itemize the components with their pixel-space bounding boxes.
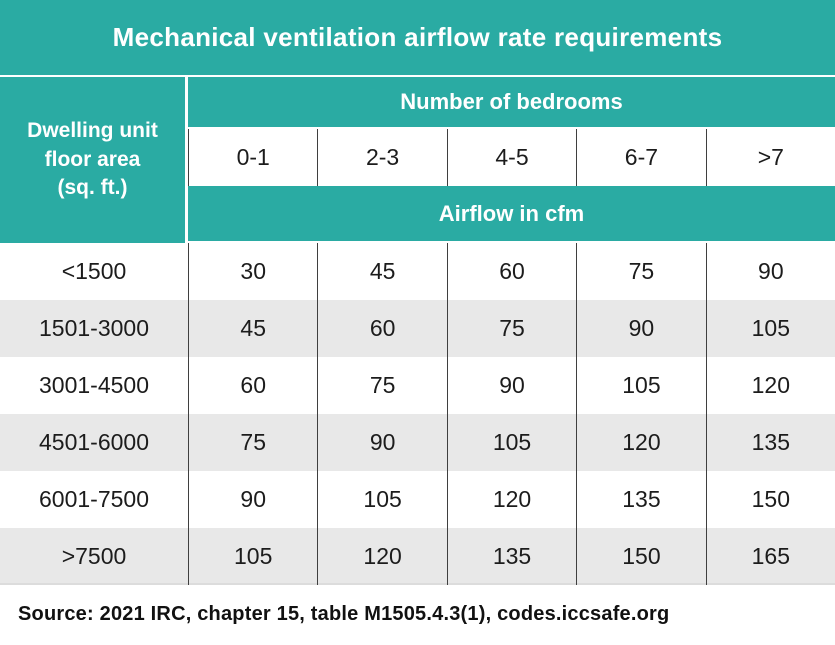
table-row: 6001-7500 90 105 120 135 150 [0,471,835,528]
source-note: Source: 2021 IRC, chapter 15, table M150… [18,602,670,625]
floor-area-label: <1500 [61,258,127,284]
row-group-header-line: floor area [44,147,141,171]
airflow-value-cell: 90 [576,300,705,357]
column-header-group: Number of bedrooms 0-1 2-3 4-5 6-7 >7 Airflo… [188,77,835,243]
airflow-value-cell: 105 [188,528,317,585]
airflow-value-cell: 135 [576,471,705,528]
airflow-value-cell: 120 [317,528,446,585]
airflow-value-cell: 45 [188,300,317,357]
table-row: 1501-3000 45 60 75 90 105 [0,300,835,357]
airflow-value-cell: 135 [446,528,576,585]
table-row: >7500 105 120 135 150 165 [0,528,835,585]
airflow-value-cell: 105 [446,414,576,471]
airflow-value-cell: 75 [317,357,446,414]
airflow-value-cell: 90 [446,357,576,414]
airflow-value-cell: 75 [576,243,705,300]
airflow-value-cell: 120 [576,414,705,471]
bedrooms-col-header: 2-3 [317,129,446,186]
airflow-value-cell: 60 [317,300,446,357]
airflow-value-cell: 165 [705,528,835,585]
airflow-value-cell: 60 [188,357,317,414]
floor-area-label: 6001-7500 [39,486,149,512]
airflow-value-cell: 75 [188,414,317,471]
airflow-value-cell: 105 [576,357,705,414]
bedrooms-columns-row: 0-1 2-3 4-5 6-7 >7 [188,129,835,186]
table-body: <1500 30 45 60 75 90 1501-3000 45 60 75 90 105 3001-… [0,243,835,585]
airflow-value-cell: 120 [446,471,576,528]
table-row: <1500 30 45 60 75 90 [0,243,835,300]
airflow-value-cell: 60 [446,243,576,300]
airflow-value-cell: 90 [188,471,317,528]
airflow-value-cell: 105 [705,300,835,357]
floor-area-label: 3001-4500 [39,372,149,398]
footer: Source: 2021 IRC, chapter 15, table M150… [0,583,835,643]
airflow-value-cell: 90 [705,243,835,300]
airflow-value-cell: 45 [317,243,446,300]
unit-header: Airflow in cfm [188,186,835,241]
title-band: Mechanical ventilation airflow rate requ… [0,0,835,75]
table-row: 4501-6000 75 90 105 120 135 [0,414,835,471]
table-header: Dwelling unit floor area (sq. ft.) Numbe… [0,77,835,243]
floor-area-label: 1501-3000 [39,315,149,341]
bedrooms-col-header: >7 [705,129,835,186]
airflow-value-cell: 150 [705,471,835,528]
airflow-value-cell: 120 [705,357,835,414]
bedrooms-col-header: 0-1 [188,129,317,186]
bedrooms-col-header: 4-5 [446,129,576,186]
row-group-header-line: Dwelling unit [27,119,158,143]
airflow-value-cell: 90 [317,414,446,471]
airflow-value-cell: 135 [705,414,835,471]
airflow-value-cell: 75 [446,300,576,357]
airflow-value-cell: 105 [317,471,446,528]
table-row: 3001-4500 60 75 90 105 120 [0,357,835,414]
airflow-value-cell: 30 [188,243,317,300]
floor-area-label: 4501-6000 [39,429,149,455]
floor-area-label: >7500 [61,543,127,569]
bedrooms-col-header: 6-7 [576,129,705,186]
page-title: Mechanical ventilation airflow rate requ… [112,22,723,52]
col-group-header: Number of bedrooms [188,77,835,129]
row-group-header: Dwelling unit floor area (sq. ft.) [0,77,188,243]
airflow-value-cell: 150 [576,528,705,585]
row-group-header-line: (sq. ft.) [57,176,128,200]
